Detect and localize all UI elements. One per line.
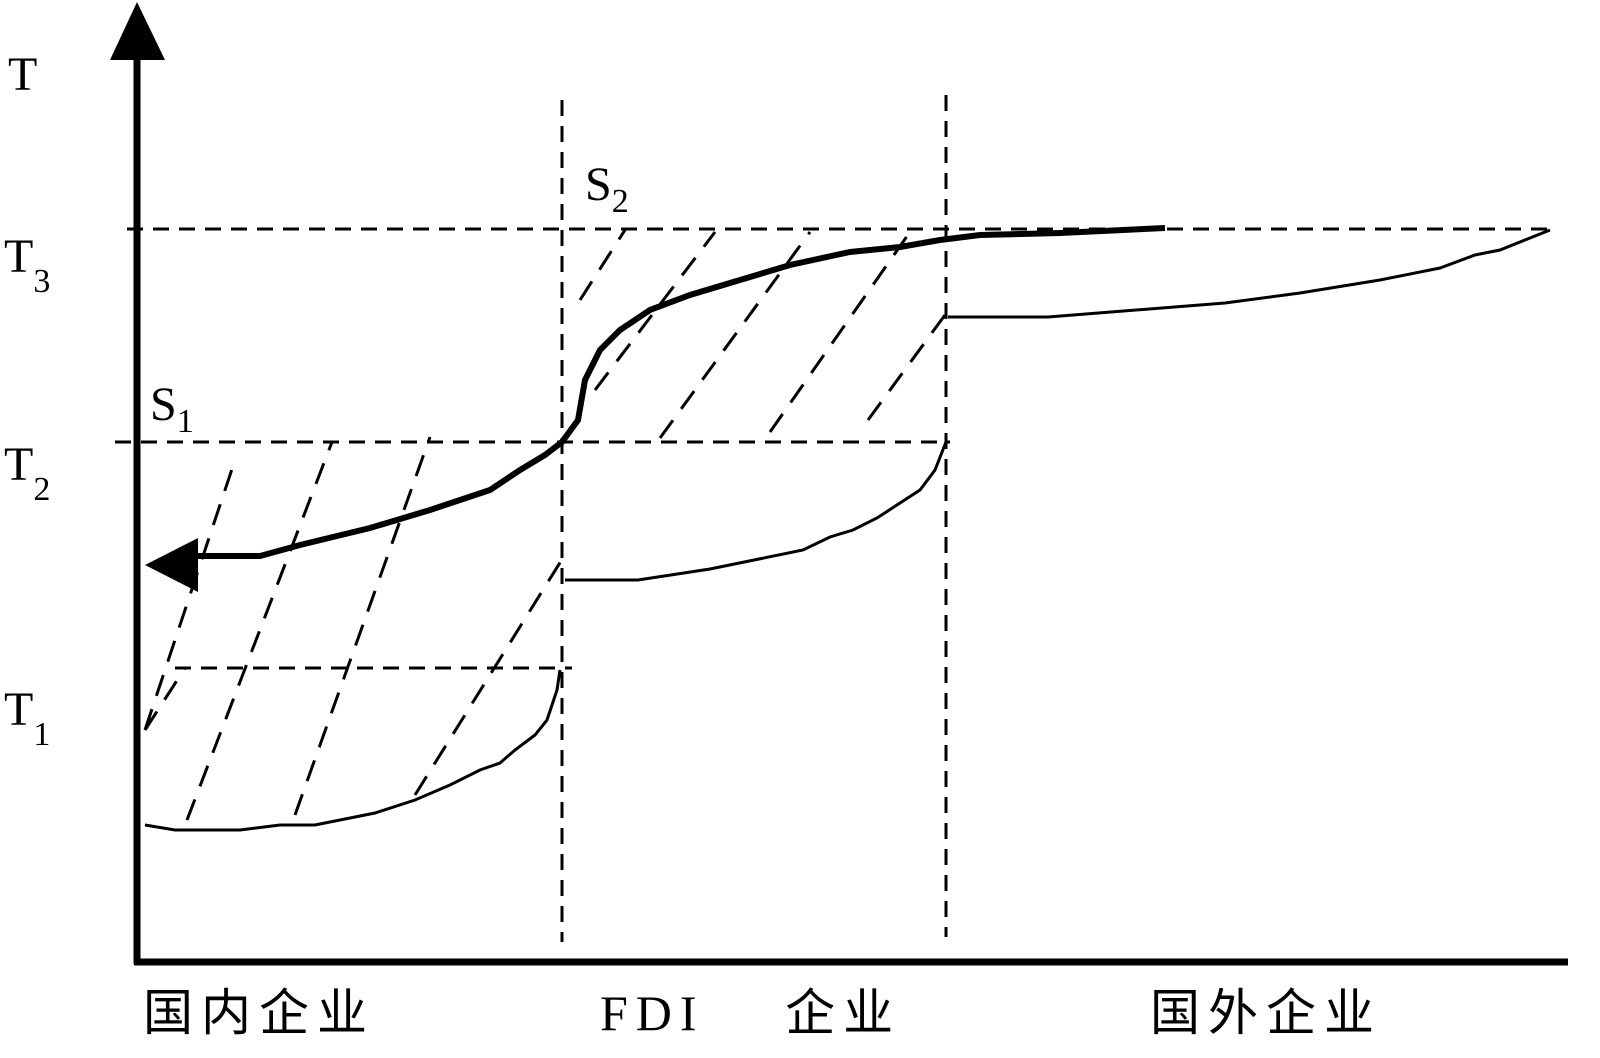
foreign-curve xyxy=(948,228,1551,319)
level-label: T1 xyxy=(4,683,50,753)
curve-label: S2 xyxy=(585,158,629,220)
level-subscript: 1 xyxy=(33,716,50,753)
level-symbol: T xyxy=(4,438,33,491)
y-axis-label: T xyxy=(8,48,37,101)
curve-label: S1 xyxy=(150,378,194,440)
region-label: FDI 企业 xyxy=(600,985,901,1041)
level-subscript: 2 xyxy=(33,471,50,508)
region-label: 国内企业 xyxy=(143,985,375,1041)
curve-symbol: S xyxy=(585,158,612,211)
region-label: 国外企业 xyxy=(1150,985,1382,1041)
y-axis-arrow xyxy=(110,2,165,60)
level-label: T3 xyxy=(4,230,50,300)
level-symbol: T xyxy=(4,683,33,736)
hatching xyxy=(143,229,947,821)
curve-symbol: S xyxy=(150,378,177,431)
curve-subscript: 2 xyxy=(612,183,629,220)
level-label: T2 xyxy=(4,438,50,508)
level-symbol: T xyxy=(4,230,33,283)
level-subscript: 3 xyxy=(33,263,50,300)
domestic-curve xyxy=(144,669,562,832)
bold-curve-arrow xyxy=(145,538,198,592)
bold-curve xyxy=(190,225,1166,559)
fdi-curve xyxy=(565,441,948,582)
curve-subscript: 1 xyxy=(177,403,194,440)
